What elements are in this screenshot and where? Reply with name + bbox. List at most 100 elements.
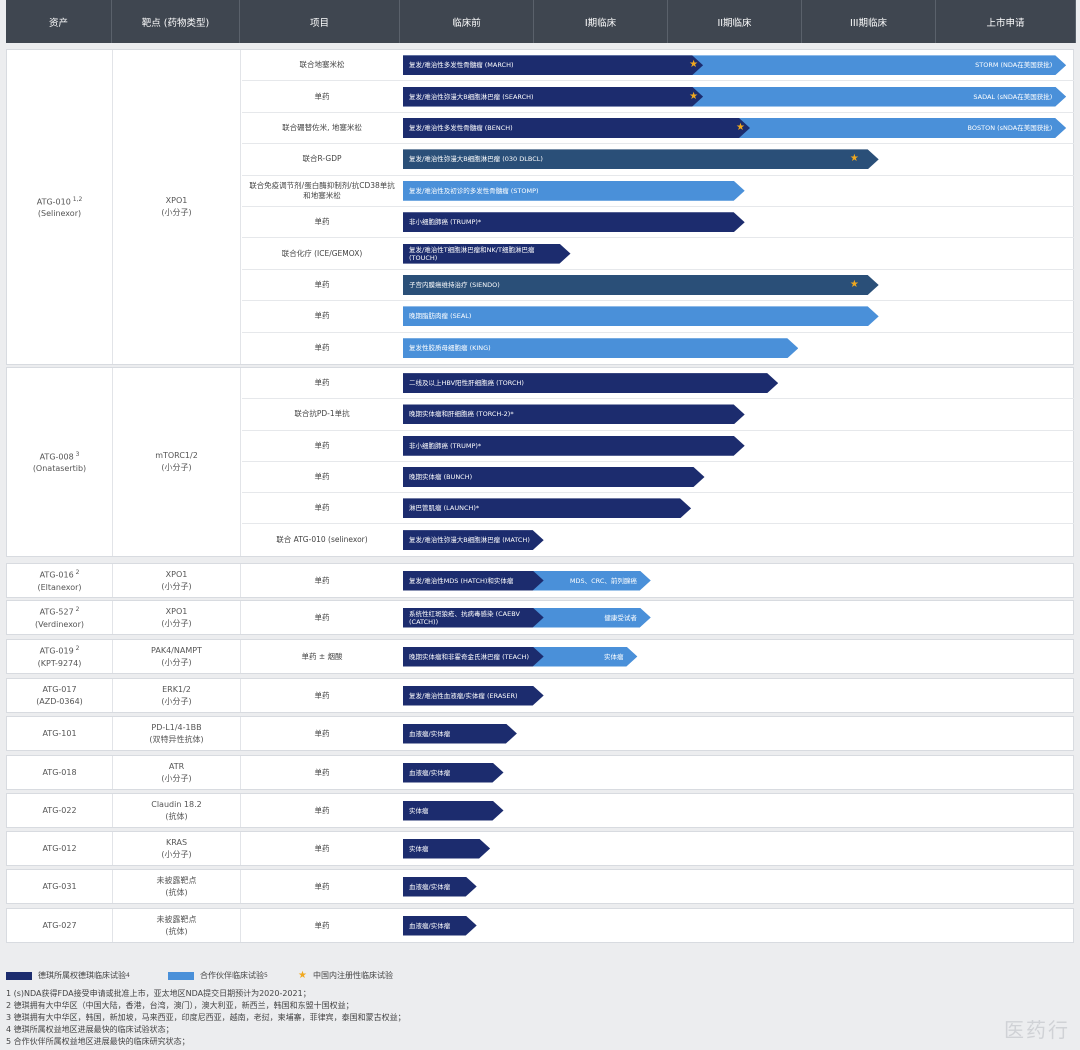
asset-cell: ATG-101 — [7, 717, 113, 750]
asset-cell: ATG-018 — [7, 756, 113, 789]
program-regimen: 单药 — [314, 881, 330, 891]
indication-label: 复发性胶质母细胞瘤 (KING) — [409, 344, 491, 353]
program-row: 单药 子宫内膜癌维持治疗 (SIENDO) ★ — [242, 270, 1074, 302]
asset-group: ATG-010 1,2 (Selinexor) XPO1 (小分子) 联合地塞米松 STO… — [6, 49, 1074, 365]
asset-code: ATG-012 — [42, 843, 77, 853]
target-name: ERK1/2 — [162, 684, 191, 694]
indication-label: 复发/难治性弥漫大B细胞淋巴瘤 (SEARCH) — [409, 92, 534, 101]
indication-label: 复发/难治性MDS (HATCH)和实体瘤 — [409, 576, 514, 585]
program-regimen: 单药 — [314, 279, 330, 289]
progress-bar: 淋巴管肌瘤 (LAUNCH)* — [403, 498, 691, 518]
progress-bar: 复发/难治性T细胞淋巴瘤和NK/T细胞淋巴瘤 (TOUCH) — [403, 244, 571, 264]
program-regimen: 单药 — [314, 767, 330, 777]
asset-generic-name: (Verdinexor) — [35, 619, 84, 629]
program-row: 联合硼替佐米, 地塞米松 BOSTON (sNDA在美国获批) 复发/难治性多发性骨… — [242, 113, 1074, 145]
program-regimen: 单药 — [314, 440, 330, 450]
asset-code: ATG-101 — [42, 728, 77, 738]
legend-swatch — [6, 971, 32, 980]
program-regimen: 单药 — [314, 343, 330, 353]
indication-label: 复发/难治性多发性骨髓瘤 (MARCH) — [409, 61, 514, 70]
footnotes: 1 (s)NDA获得FDA接受申请或批准上市，亚太地区NDA提交日期预计为202… — [6, 988, 806, 1048]
indication-label: 复发/难治性T细胞淋巴瘤和NK/T细胞淋巴瘤 (TOUCH) — [409, 245, 535, 262]
program-row: 单药 二线及以上HBV阳性肝细胞癌 (TORCH) — [242, 368, 1074, 400]
program-row: 联合 ATG-010 (selinexor) 复发/难治性弥漫大B细胞淋巴瘤 (M… — [242, 525, 1074, 556]
program-row: 联合免疫调节剂/蛋白酶抑制剂/抗CD38单抗和地塞米松 复发/难治性及初诊的多发性… — [242, 176, 1074, 207]
star-icon: ★ — [298, 970, 307, 981]
asset-name: ATG-027 — [42, 920, 76, 932]
progress-bar: 非小细胞肺癌 (TRUMP)* — [403, 436, 745, 456]
indication-label: 晚期实体瘤 (BUNCH) — [409, 473, 473, 482]
legend-item: 德琪所属权德琪临床试验 4 — [6, 970, 130, 981]
progress-bar: 非小细胞肺癌 (TRUMP)* — [403, 212, 745, 232]
progress-bar: 复发/难治性弥漫大B细胞淋巴瘤 (030 DLBCL) ★ — [403, 149, 879, 169]
legend-label: 中国内注册性临床试验 — [312, 971, 393, 980]
header-cell: III期临床 — [802, 0, 936, 43]
program-row: 单药 非小细胞肺癌 (TRUMP)* — [242, 431, 1074, 462]
target-name: ATR — [168, 761, 185, 771]
program-regimen: 联合R-GDP — [302, 154, 342, 164]
drug-type: (小分子) — [161, 773, 192, 783]
progress-bar: 实体瘤 — [403, 801, 504, 821]
program-row: 联合R-GDP 复发/难治性弥漫大B细胞淋巴瘤 (030 DLBCL) ★ — [242, 144, 1074, 176]
star-icon: ★ — [736, 121, 745, 133]
drug-type: (抗体) — [165, 926, 188, 936]
asset-cell: ATG-031 — [7, 870, 113, 903]
program-regimen: 单药 — [314, 91, 330, 101]
asset-name: ATG-031 — [42, 881, 76, 893]
program-row: 联合化疗 (ICE/GEMOX) 复发/难治性T细胞淋巴瘤和NK/T细胞淋巴瘤 (… — [242, 238, 1074, 270]
asset-cell: ATG-022 — [7, 794, 113, 827]
asset-code: ATG-022 — [42, 805, 77, 815]
target-cell: 未披露靶点 (抗体) — [113, 870, 241, 903]
program-regimen: 联合 ATG-010 (selinexor) — [276, 535, 368, 545]
program-row: 单药 血液瘤/实体瘤 — [242, 870, 1074, 903]
program-regimen: 单药 — [314, 690, 330, 700]
indication-label: 非小细胞肺癌 (TRUMP)* — [409, 218, 482, 227]
asset-code: ATG-010 — [36, 197, 71, 207]
header-cell: 临床前 — [400, 0, 534, 43]
progress-bar-main — [403, 87, 703, 107]
legend-label: 合作伙伴临床试验 — [200, 971, 264, 980]
progress-bar: 血液瘤/实体瘤 — [403, 916, 477, 936]
program-row: 单药 晚期实体瘤 (BUNCH) — [242, 462, 1074, 494]
target-cell: mTORC1/2 (小分子) — [113, 368, 241, 556]
drug-type: (小分子) — [161, 696, 192, 706]
asset-group: ATG-101 PD-L1/4-1BB (双特异性抗体) 单药 血液瘤/实体瘤 — [6, 716, 1074, 751]
asset-name: ATG-012 — [42, 843, 76, 855]
asset-group: ATG-017 (AZD-0364) ERK1/2 (小分子) 单药 复发/难治性血液瘤/… — [6, 678, 1074, 713]
indication-label: 晚期脂肪肉瘤 (SEAL) — [409, 312, 472, 321]
target-name: Claudin 18.2 — [151, 799, 202, 809]
indication-label: 复发/难治性弥漫大B细胞淋巴瘤 (030 DLBCL) — [409, 155, 543, 164]
drug-type: (抗体) — [165, 811, 188, 821]
drug-type: (小分子) — [161, 462, 192, 472]
target-cell: Claudin 18.2 (抗体) — [113, 794, 241, 827]
legend-footnote-ref: 5 — [264, 972, 268, 979]
asset-generic-name: (Onatasertib) — [32, 464, 87, 474]
asset-footnote-ref: 2 — [73, 606, 80, 614]
progress-bar: 二线及以上HBV阳性肝细胞癌 (TORCH) — [403, 373, 778, 393]
indication-label: 实体瘤 — [409, 806, 429, 815]
drug-type: (抗体) — [165, 887, 188, 897]
asset-group: ATG-031 未披露靶点 (抗体) 单药 血液瘤/实体瘤 — [6, 869, 1074, 904]
target-name: XPO1 — [165, 196, 188, 205]
progress-bar: MDS、CRC、前列腺癌 复发/难治性MDS (HATCH)和实体瘤 — [403, 571, 651, 591]
program-regimen: 单药 — [314, 612, 330, 622]
drug-type: (双特异性抗体) — [149, 734, 204, 744]
watermark: 医药行 — [1004, 1018, 1070, 1042]
star-icon: ★ — [849, 153, 859, 165]
partner-trial-label: 健康受试者 — [604, 613, 637, 622]
indication-label: 复发/难治性血液瘤/实体瘤 (ERASER) — [409, 691, 518, 700]
program-regimen: 联合免疫调节剂/蛋白酶抑制剂/抗CD38单抗和地塞米松 — [249, 180, 395, 200]
target-name: 未披露靶点 — [156, 914, 197, 924]
target-name: PAK4/NAMPT — [151, 645, 202, 655]
progress-bar: 晚期脂肪肉瘤 (SEAL) — [403, 306, 879, 326]
asset-footnote-ref: 2 — [73, 645, 80, 653]
asset-group: ATG-018 ATR (小分子) 单药 血液瘤/实体瘤 — [6, 755, 1074, 790]
program-row: 单药 复发/难治性血液瘤/实体瘤 (ERASER) — [242, 679, 1074, 712]
program-row: 联合抗PD-1单抗 晚期实体瘤和肝细胞癌 (TORCH-2)* — [242, 399, 1074, 431]
program-row: 单药 淋巴管肌瘤 (LAUNCH)* — [242, 493, 1074, 525]
partner-trial-label: MDS、CRC、前列腺癌 — [569, 576, 637, 585]
program-regimen: 单药 — [314, 217, 330, 227]
progress-bar: 晚期实体瘤和肝细胞癌 (TORCH-2)* — [403, 404, 745, 424]
asset-group: ATG-027 未披露靶点 (抗体) 单药 血液瘤/实体瘤 — [6, 908, 1074, 943]
indication-label: 实体瘤 — [409, 844, 429, 853]
